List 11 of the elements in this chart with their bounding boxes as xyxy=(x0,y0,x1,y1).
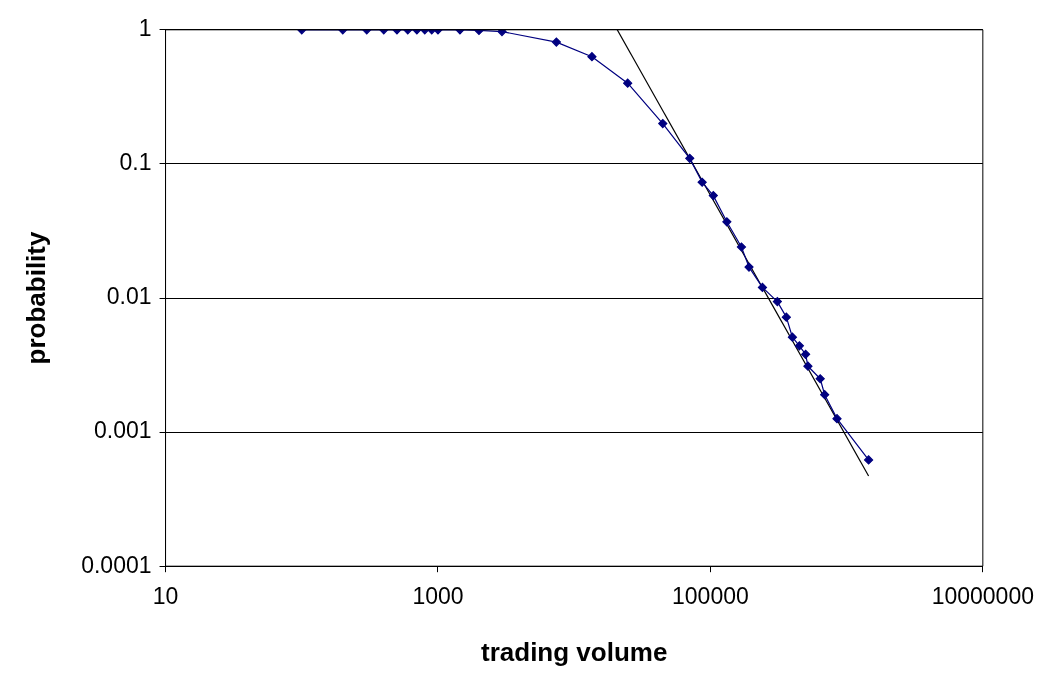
y-tick-label: 0.001 xyxy=(93,417,152,444)
x-tick-label: 100000 xyxy=(672,583,749,610)
x-tick-label: 10000000 xyxy=(931,583,1035,610)
y-tick-label: 0.1 xyxy=(119,149,152,176)
y-axis-title: probability xyxy=(20,231,51,365)
y-tick-label: 0.01 xyxy=(106,283,152,310)
x-tick-label: 10 xyxy=(152,583,179,610)
y-tick-label: 0.0001 xyxy=(81,551,152,578)
x-tick-label: 1000 xyxy=(412,583,464,610)
y-tick-label: 1 xyxy=(138,15,152,42)
x-axis-title: trading volume xyxy=(481,636,668,667)
